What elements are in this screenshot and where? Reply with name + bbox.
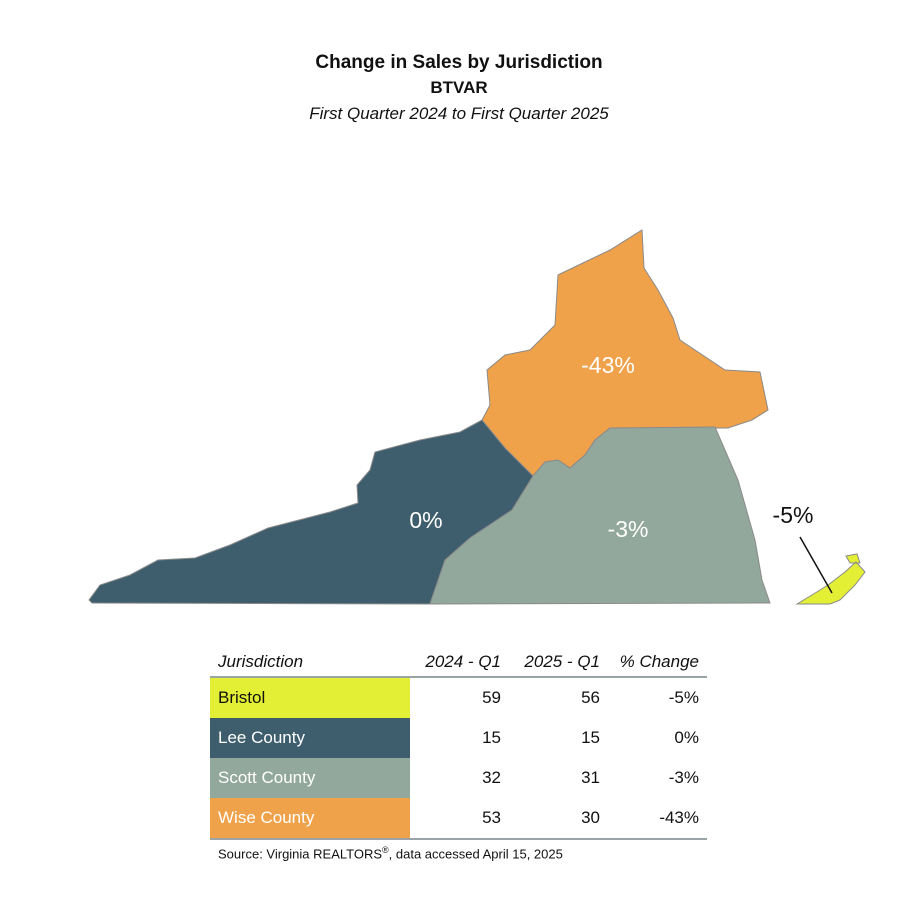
row-change: 0% — [674, 728, 699, 747]
header-2025-q1: 2025 - Q1 — [524, 652, 600, 671]
header: Change in Sales by Jurisdiction BTVAR Fi… — [0, 50, 918, 128]
row-change: -43% — [659, 808, 699, 827]
row-2025-q1: 31 — [581, 768, 600, 787]
row-2025-q1: 15 — [581, 728, 600, 747]
period-label: First Quarter 2024 to First Quarter 2025 — [309, 104, 609, 123]
jurisdiction-map: -43% 0% -3% -5% — [88, 229, 866, 605]
row-2024-q1: 32 — [482, 768, 501, 787]
row-jurisdiction: Bristol — [210, 678, 410, 718]
row-2024-q1: 53 — [482, 808, 501, 827]
source-suffix: , data accessed April 15, 2025 — [388, 846, 563, 862]
page-title: Change in Sales by Jurisdiction — [315, 52, 603, 73]
row-jurisdiction: Scott County — [210, 758, 410, 798]
header-change: % Change — [619, 652, 699, 671]
header-2024-q1: 2024 - Q1 — [425, 652, 501, 671]
source-text: Source: Virginia REALTORS — [218, 846, 383, 862]
row-change: -5% — [668, 688, 699, 707]
map-label-wise-county: -43% — [581, 352, 635, 378]
row-2025-q1: 56 — [581, 688, 600, 707]
source-note: Source: Virginia REALTORS®, data accesse… — [218, 845, 563, 861]
row-change: -3% — [668, 768, 699, 787]
map-region-scott-county[interactable] — [429, 426, 771, 605]
sales-table: Jurisdiction 2024 - Q1 2025 - Q1 % Chang… — [210, 648, 707, 840]
row-2024-q1: 15 — [482, 728, 501, 747]
table-row: Bristol 59 56 -5% — [210, 678, 707, 718]
row-jurisdiction: Lee County — [210, 718, 410, 758]
header-jurisdiction: Jurisdiction — [218, 652, 304, 671]
table-header-row: Jurisdiction 2024 - Q1 2025 - Q1 % Chang… — [210, 648, 707, 678]
table-row: Wise County 53 30 -43% — [210, 798, 707, 838]
map-label-bristol: -5% — [773, 502, 814, 528]
row-jurisdiction: Wise County — [210, 798, 410, 838]
map-label-lee-county: 0% — [409, 507, 442, 533]
table-bottom-rule — [210, 838, 707, 840]
table-row: Scott County 32 31 -3% — [210, 758, 707, 798]
table-row: Lee County 15 15 0% — [210, 718, 707, 758]
page-subtitle: BTVAR — [430, 78, 488, 97]
row-2024-q1: 59 — [482, 688, 501, 707]
bristol-leader-line — [799, 536, 833, 594]
map-region-bristol[interactable] — [795, 553, 866, 605]
registered-mark: ® — [382, 845, 389, 855]
map-label-scott-county: -3% — [608, 516, 649, 542]
row-2025-q1: 30 — [581, 808, 600, 827]
